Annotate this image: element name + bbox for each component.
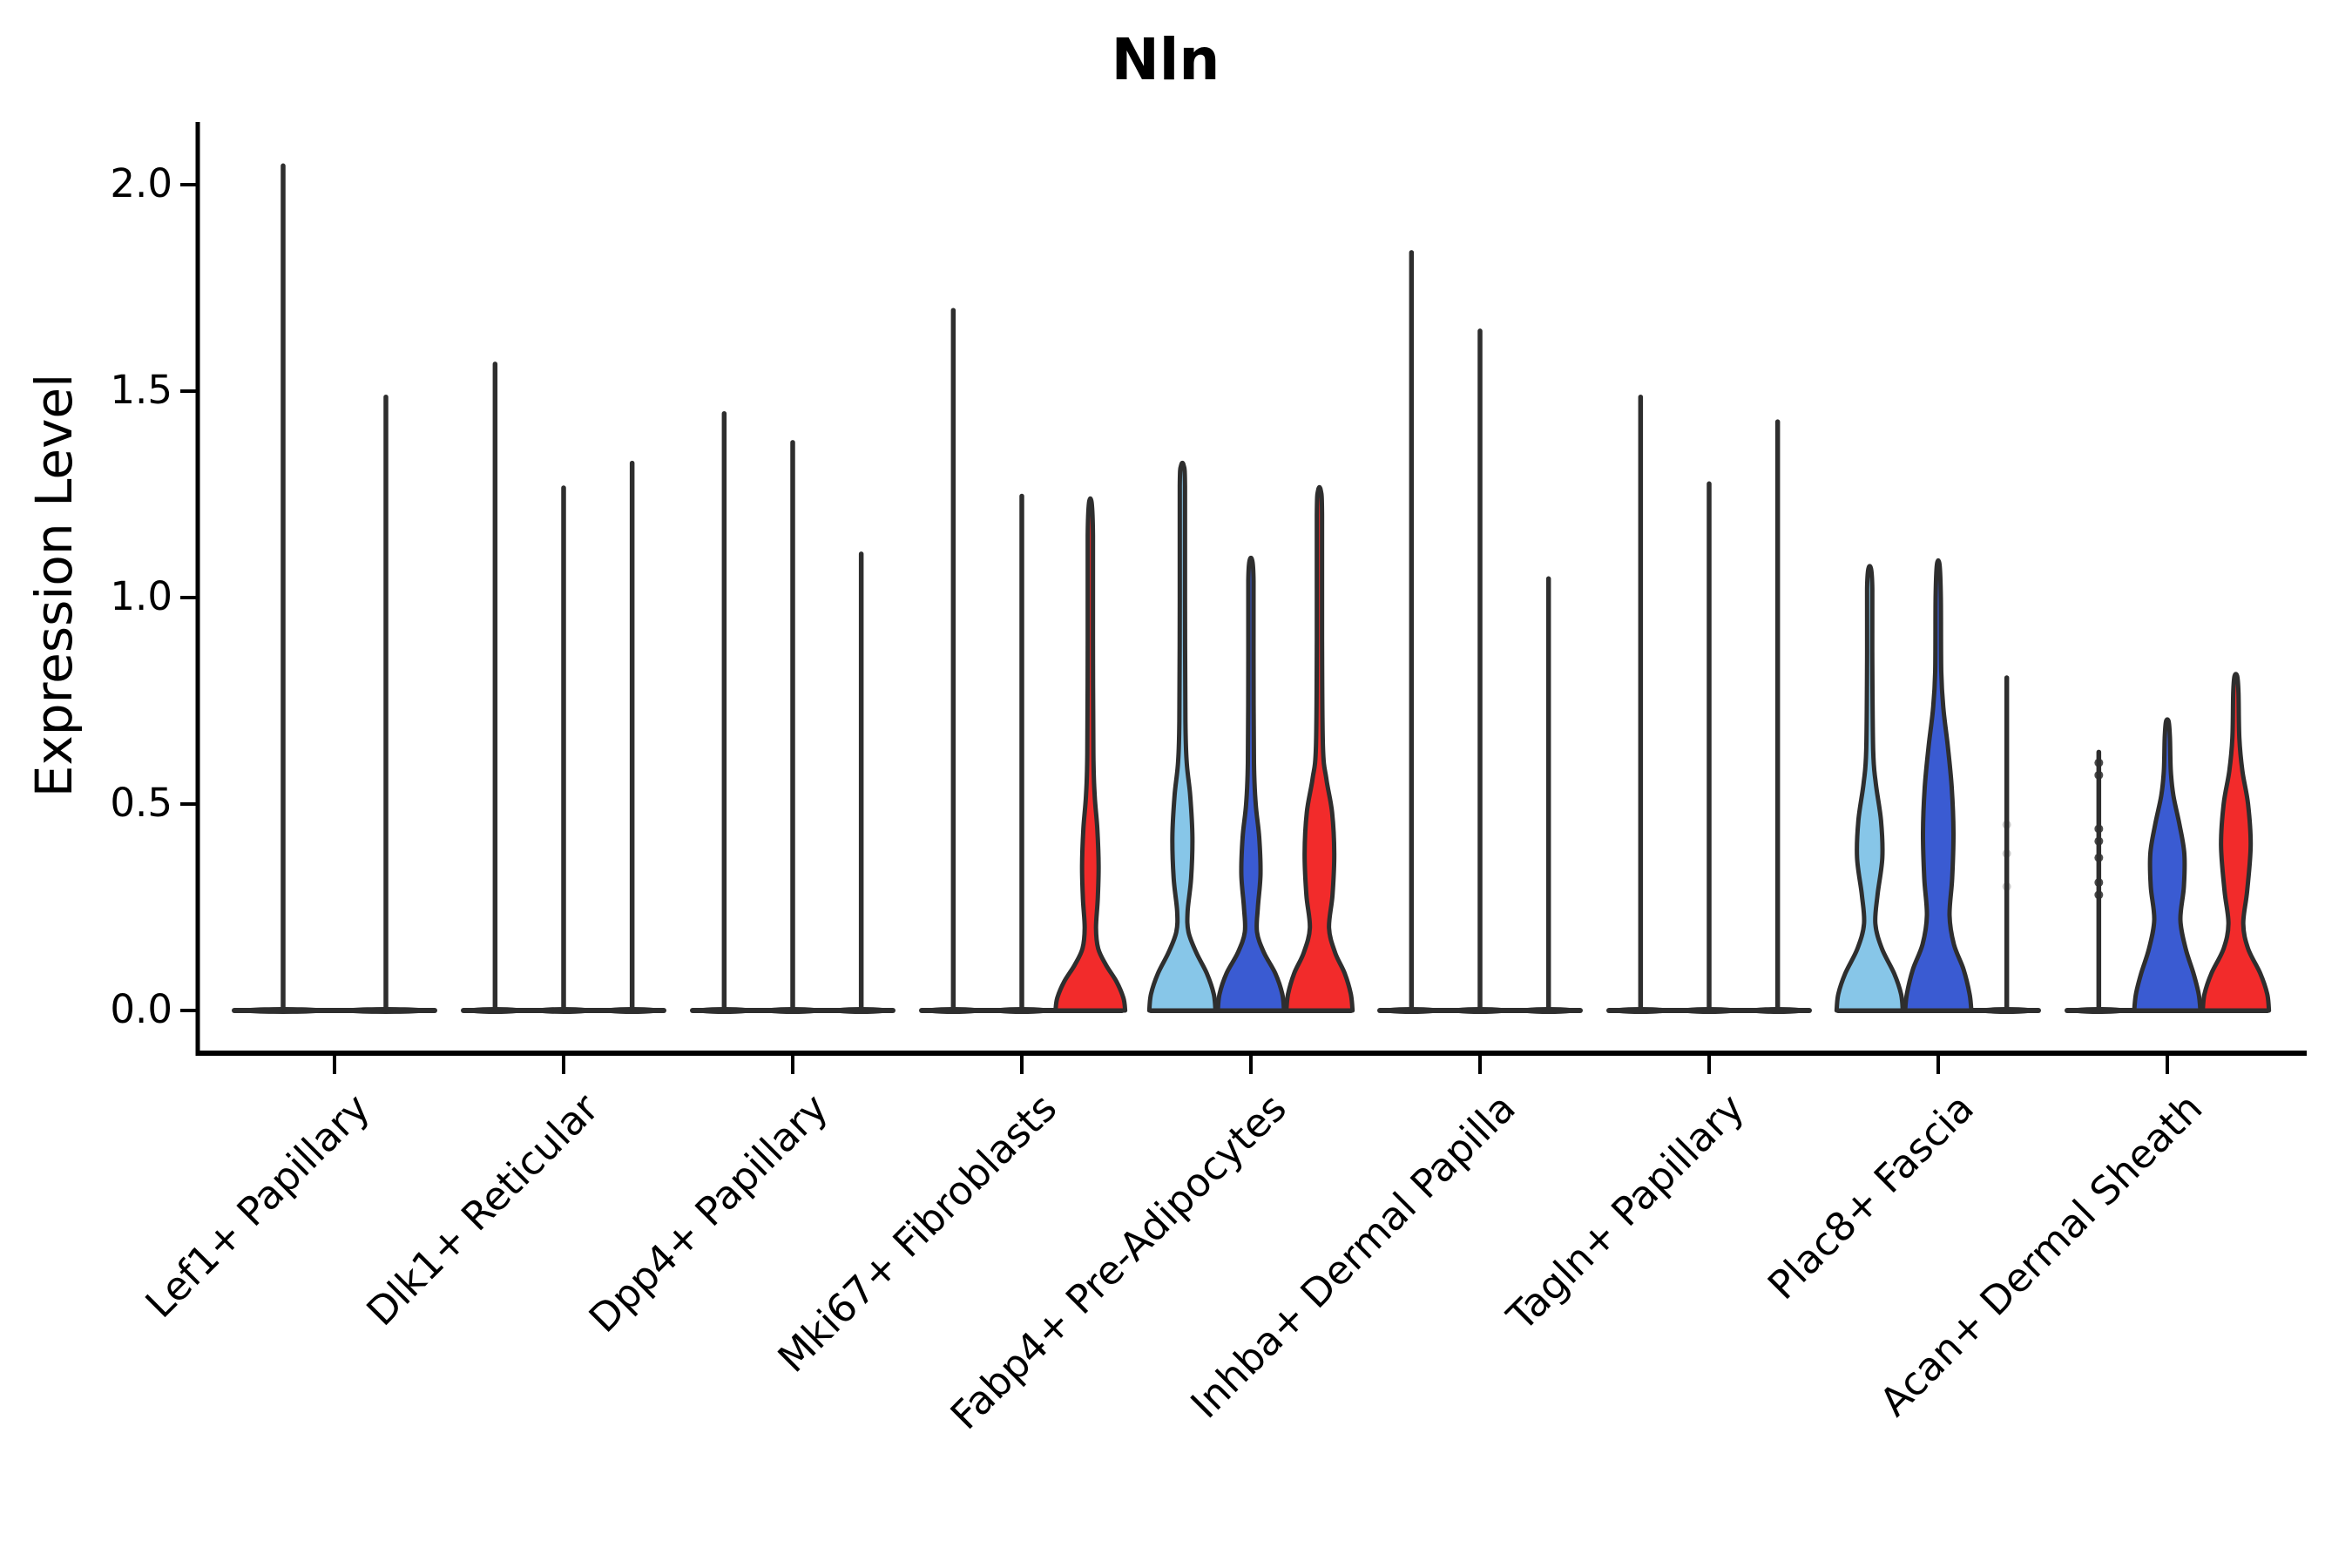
y-tick-label: 0.5 bbox=[110, 780, 172, 826]
violin-data-dot bbox=[2002, 848, 2011, 858]
violin-base bbox=[1746, 1007, 1809, 1014]
violin-base bbox=[463, 1007, 527, 1014]
violin-blue bbox=[1215, 555, 1287, 1013]
violin-base bbox=[829, 1007, 893, 1014]
violin-base bbox=[990, 1007, 1054, 1014]
y-tick-label: 2.0 bbox=[110, 160, 172, 206]
violin-data-dot bbox=[2094, 836, 2104, 846]
violin-data-dot bbox=[2094, 878, 2104, 888]
y-tick-label: 0.0 bbox=[110, 986, 172, 1032]
violin-base bbox=[1975, 1007, 2039, 1014]
violin-base bbox=[531, 1007, 596, 1014]
violin-base bbox=[1448, 1007, 1512, 1014]
violin-data-dot bbox=[2002, 820, 2011, 829]
violin-lightblue bbox=[1834, 564, 1905, 1013]
y-tick-label: 1.5 bbox=[110, 367, 172, 413]
violin-data-dot bbox=[2094, 758, 2104, 767]
violin-red bbox=[1053, 496, 1128, 1013]
violin-data-dot bbox=[2094, 770, 2104, 780]
violin-base bbox=[600, 1007, 665, 1014]
violin-base bbox=[2067, 1007, 2131, 1014]
violin-data-dot bbox=[2002, 882, 2011, 891]
violin-base bbox=[760, 1007, 825, 1014]
violin-base bbox=[1677, 1007, 1741, 1014]
violin-blue bbox=[2132, 717, 2203, 1013]
violin-base bbox=[234, 1007, 332, 1014]
violin-lightblue bbox=[1146, 460, 1218, 1013]
violin-data-dot bbox=[2094, 824, 2104, 834]
chart-title: Nln bbox=[1111, 26, 1220, 93]
violin-base bbox=[337, 1007, 435, 1014]
violin-red bbox=[1284, 484, 1355, 1013]
violin-base bbox=[922, 1007, 985, 1014]
y-tick-label: 1.0 bbox=[110, 573, 172, 619]
violin-base bbox=[1517, 1007, 1580, 1014]
violin-data-dot bbox=[2094, 853, 2104, 862]
violin-blue bbox=[1903, 558, 1974, 1013]
violin-base bbox=[1380, 1007, 1443, 1014]
violin-base bbox=[693, 1007, 756, 1014]
violin-data-dot bbox=[2094, 890, 2104, 900]
violin-base bbox=[1609, 1007, 1673, 1014]
violin-red bbox=[2200, 672, 2272, 1013]
